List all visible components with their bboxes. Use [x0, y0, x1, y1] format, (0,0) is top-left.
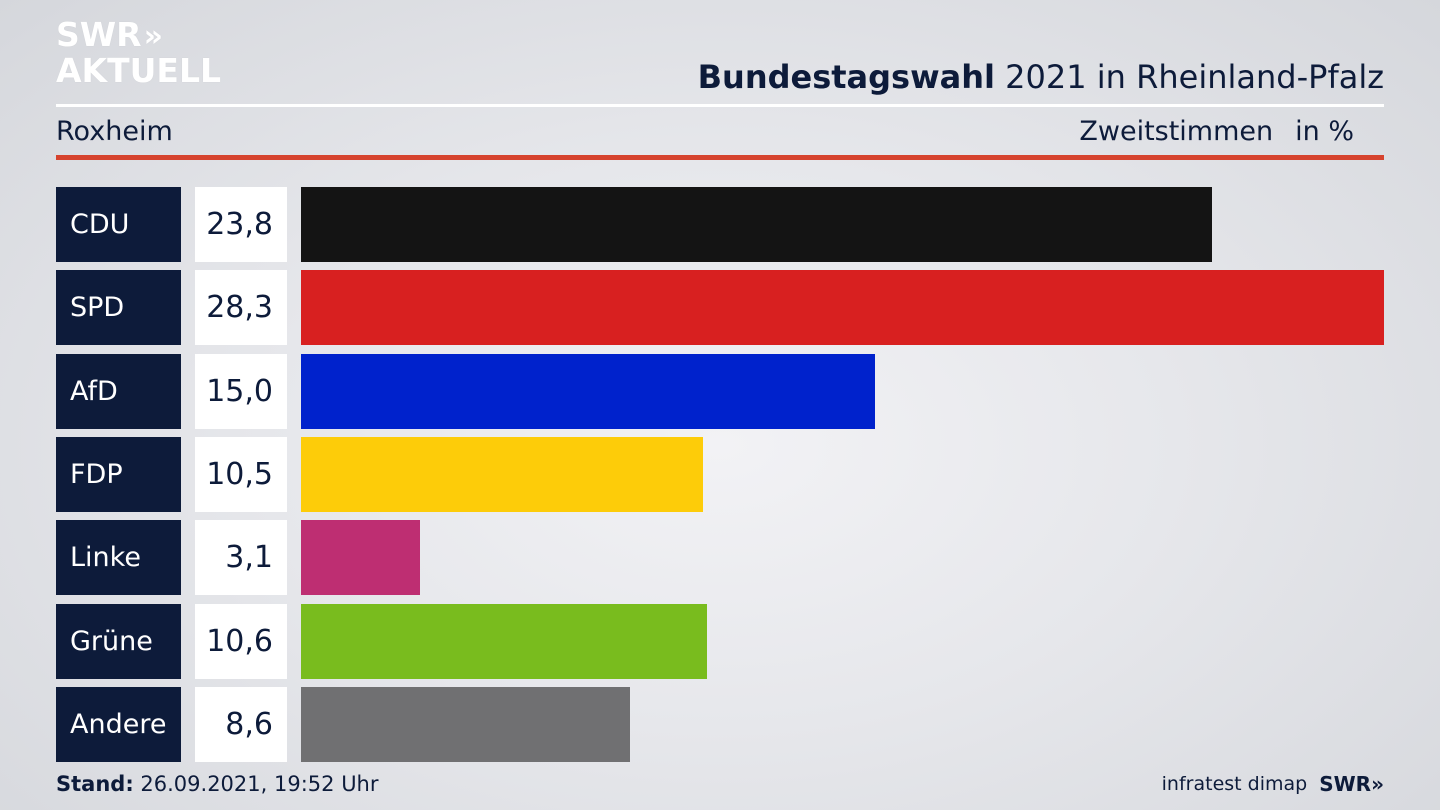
value-label: 10,6: [195, 603, 287, 679]
bar-andere: [301, 686, 630, 762]
header-divider: [56, 104, 1384, 107]
bar-row: Grüne 10,6: [56, 603, 1384, 679]
logo-line-2: AKTUELL: [56, 51, 222, 90]
bar-spd: [301, 270, 1384, 346]
swr-aktuell-logo: SWR» AKTUELL: [56, 18, 221, 88]
party-label: FDP: [56, 436, 181, 512]
bar-cdu: [301, 187, 1212, 262]
logo-line-1: SWR»: [56, 15, 163, 54]
value-label: 8,6: [195, 686, 287, 762]
bar-fdp: [301, 436, 703, 512]
chart-title: Bundestagswahl 2021 in Rheinland-Pfalz: [698, 58, 1384, 96]
party-label: Grüne: [56, 603, 181, 679]
party-label: SPD: [56, 270, 181, 346]
title-bold: Bundestagswahl: [697, 58, 995, 96]
value-label: 28,3: [195, 270, 287, 346]
stand-value: 26.09.2021, 19:52 Uhr: [140, 772, 379, 796]
metric-label: Zweitstimmen in %: [1079, 116, 1354, 147]
metric-name: Zweitstimmen: [1079, 116, 1274, 147]
chevron-right-icon: »: [143, 19, 163, 54]
party-label: CDU: [56, 187, 181, 262]
value-label: 23,8: [195, 187, 287, 262]
value-label: 3,1: [195, 520, 287, 596]
bar-afd: [301, 353, 875, 429]
title-rest: 2021 in Rheinland-Pfalz: [1005, 58, 1384, 96]
party-label: Linke: [56, 520, 181, 596]
swr-brand-logo: SWR»: [1319, 772, 1384, 796]
bar-row: Linke 3,1: [56, 520, 1384, 596]
source-label: infratest dimap: [1161, 773, 1308, 795]
timestamp: Stand: 26.09.2021, 19:52 Uhr: [56, 772, 379, 796]
stand-label: Stand:: [56, 772, 134, 796]
value-label: 15,0: [195, 353, 287, 429]
bar-linke: [301, 520, 420, 596]
bar-row: FDP 10,5: [56, 436, 1384, 512]
bar-row: SPD 28,3: [56, 270, 1384, 346]
value-label: 10,5: [195, 436, 287, 512]
bar-row: CDU 23,8: [56, 187, 1384, 262]
bar-row: Andere 8,6: [56, 686, 1384, 762]
unit-label: in %: [1295, 116, 1354, 147]
party-label: AfD: [56, 353, 181, 429]
accent-divider: [56, 155, 1384, 160]
bar-grüne: [301, 603, 707, 679]
bar-row: AfD 15,0: [56, 353, 1384, 429]
source-credit: infratest dimap SWR»: [1162, 772, 1384, 796]
region-name: Roxheim: [56, 116, 173, 147]
party-label: Andere: [56, 686, 181, 762]
